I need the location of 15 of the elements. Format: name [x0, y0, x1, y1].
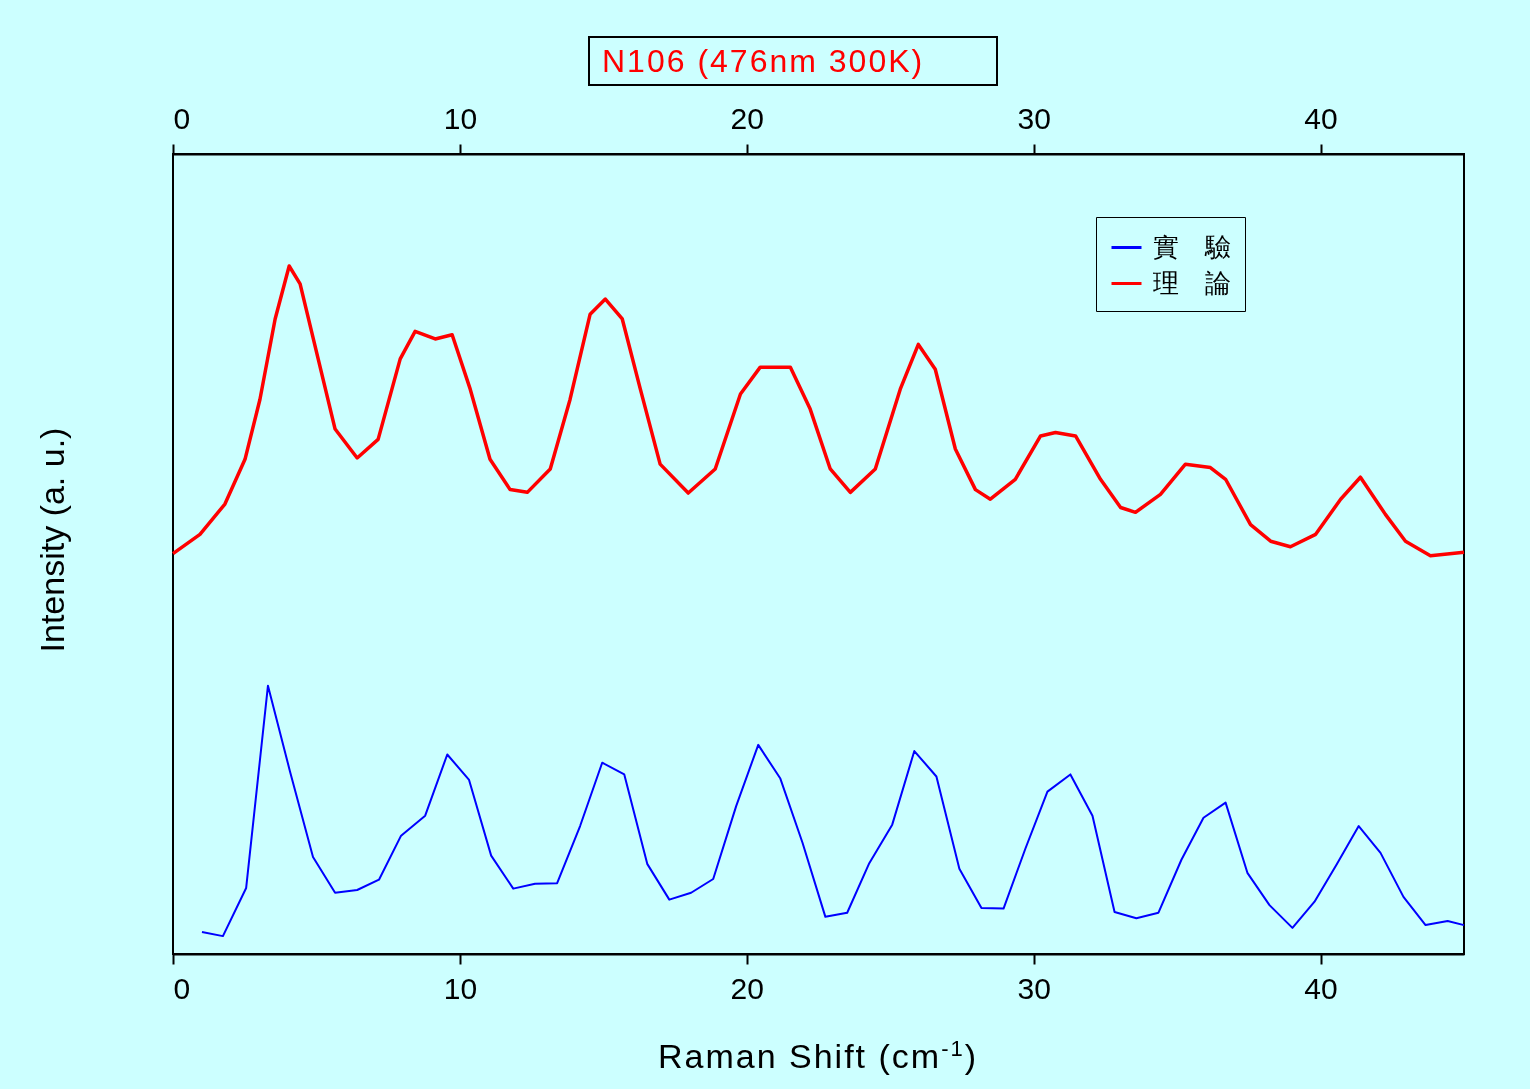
y-axis-title: Intensity (a. u.): [32, 426, 72, 655]
x-tick-label: 0: [173, 971, 191, 1005]
legend-label: 實 驗: [1153, 231, 1231, 262]
x-tick-label: 30: [1017, 971, 1051, 1005]
x-axis-title: Raman Shift (cm$^{-1}$): [656, 1036, 980, 1077]
x-tick-label: 40: [1304, 971, 1338, 1005]
x-tick-label: 10: [443, 971, 478, 1005]
x2-tick-label: 0: [173, 101, 191, 135]
x-tick-label: 20: [730, 971, 764, 1005]
x2-tick-label: 20: [730, 101, 764, 135]
x2-tick-label: 40: [1304, 101, 1338, 135]
chart-title: N106 (476nm 300K): [588, 36, 998, 86]
x2-tick-label: 10: [443, 101, 478, 135]
x2-tick-label: 30: [1017, 101, 1051, 135]
legend-label: 理 論: [1153, 267, 1231, 298]
